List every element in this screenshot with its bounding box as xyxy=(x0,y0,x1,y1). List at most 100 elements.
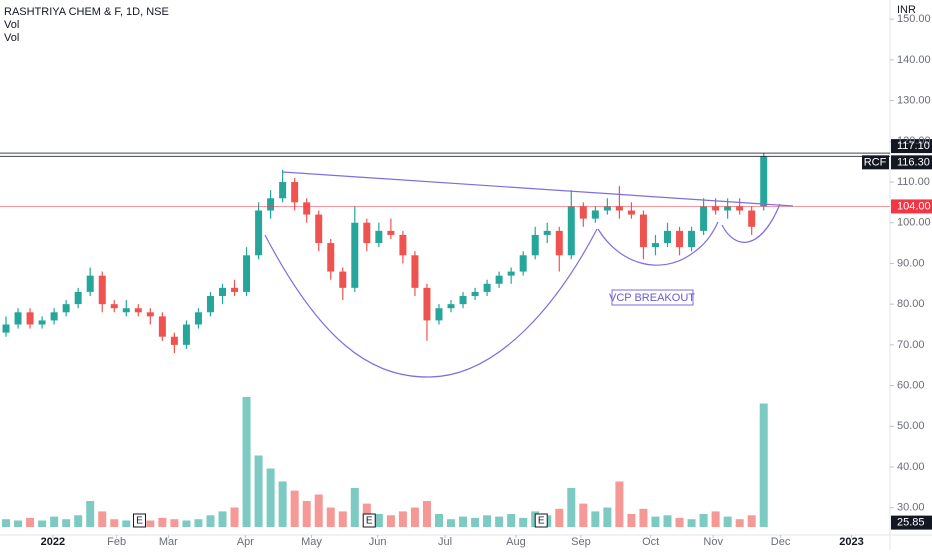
volume-bar xyxy=(447,519,456,527)
candle-body xyxy=(243,255,251,292)
candle-body xyxy=(688,230,696,248)
volume-bar xyxy=(14,520,23,527)
y-tick-label: 40.00 xyxy=(897,461,925,473)
candle-body xyxy=(2,324,10,333)
candle-body xyxy=(531,234,539,256)
volume-bar xyxy=(495,516,504,527)
candle-body xyxy=(219,287,226,297)
candle-body xyxy=(38,320,46,325)
trendline xyxy=(282,171,794,207)
x-tick-label: Mar xyxy=(159,536,178,548)
y-tick-label: 60.00 xyxy=(897,379,925,391)
annotation: VCP BREAKOUT xyxy=(609,292,695,304)
event-marker xyxy=(534,513,548,528)
volume-bar xyxy=(278,481,287,527)
volume-bar xyxy=(651,516,660,527)
price-label: 116.30 xyxy=(897,156,930,168)
candle-body xyxy=(639,214,647,248)
candle-body xyxy=(676,230,684,248)
candle-body xyxy=(664,230,671,244)
volume-bar xyxy=(579,503,588,527)
volume-bar xyxy=(711,511,720,527)
y-tick-label: 140.00 xyxy=(897,54,931,66)
candle-body xyxy=(327,243,335,272)
candle-body xyxy=(712,206,720,211)
y-tick-label: 150.00 xyxy=(897,13,931,25)
event-marker xyxy=(362,513,376,528)
candle-body xyxy=(146,312,154,317)
y-tick-label: 100.00 xyxy=(897,217,931,229)
volume-bar xyxy=(471,517,480,527)
volume-bar xyxy=(122,520,131,527)
candle-body xyxy=(50,312,58,321)
candle-body xyxy=(110,304,118,309)
volume-bar xyxy=(483,515,492,527)
volume-bar xyxy=(675,517,684,527)
candle-body xyxy=(555,230,563,256)
candle-body xyxy=(158,316,166,337)
candle-body xyxy=(603,206,611,211)
price-label: 25.85 xyxy=(897,517,925,529)
y-tick-label: 120.00 xyxy=(897,135,931,147)
candle-body xyxy=(459,296,467,305)
price-label-box xyxy=(891,139,932,154)
candle-body xyxy=(375,230,383,244)
plot xyxy=(0,18,932,538)
x-tick-label: Dec xyxy=(771,536,791,548)
volume-bar xyxy=(98,511,107,527)
volume-bar xyxy=(639,508,648,527)
candle-body xyxy=(255,210,263,256)
candle-body xyxy=(351,222,359,288)
volume-bar xyxy=(687,519,696,527)
candle-body xyxy=(182,324,190,345)
x-tick-label: Oct xyxy=(642,536,659,548)
candle-body xyxy=(62,304,70,313)
candle-body xyxy=(26,312,34,325)
symbol-box xyxy=(862,155,889,170)
volume-bar xyxy=(158,517,167,527)
price-label: 117.10 xyxy=(897,140,930,152)
candle-body xyxy=(651,243,659,248)
volume-bar xyxy=(110,519,119,527)
candle-body xyxy=(291,181,299,203)
candle-body xyxy=(760,156,768,207)
volume-bar xyxy=(146,520,155,527)
candle-body xyxy=(170,336,178,345)
volume-bar xyxy=(410,507,419,527)
annotation-box xyxy=(611,289,694,306)
volume-bar xyxy=(519,517,528,527)
currency: INR xyxy=(897,4,916,16)
candle-body xyxy=(98,275,106,305)
volume-bar xyxy=(194,519,203,527)
volume-bar xyxy=(507,514,516,527)
candle-body xyxy=(363,222,371,244)
candle-body xyxy=(399,234,407,256)
y-tick-label: 130.00 xyxy=(897,94,931,106)
candle-body xyxy=(700,206,708,231)
volume-bar xyxy=(350,488,359,527)
price-label: 104.00 xyxy=(897,200,931,212)
price-label-box xyxy=(891,515,932,530)
volume-bar xyxy=(422,501,431,527)
candle-body xyxy=(279,181,287,199)
candle-body xyxy=(495,275,503,284)
candle-body xyxy=(122,308,130,313)
candle-body xyxy=(579,206,587,219)
volume-bar xyxy=(86,501,95,527)
cup-curve xyxy=(264,228,598,378)
volume-bar xyxy=(290,490,299,527)
volume-bar xyxy=(326,507,335,527)
price-label-box xyxy=(891,155,932,170)
y-tick-label: 30.00 xyxy=(897,502,925,514)
handle-curve xyxy=(721,203,781,243)
candle-body xyxy=(447,304,455,309)
volume-bar xyxy=(567,488,576,527)
volume-bar xyxy=(242,397,251,527)
candle-body xyxy=(303,202,311,215)
x-tick-label: Feb xyxy=(107,536,126,548)
x-tick-label: Jun xyxy=(369,536,387,548)
volume-bar xyxy=(50,516,59,527)
event-label: E xyxy=(136,516,143,527)
y-tick-label: 70.00 xyxy=(897,339,925,351)
